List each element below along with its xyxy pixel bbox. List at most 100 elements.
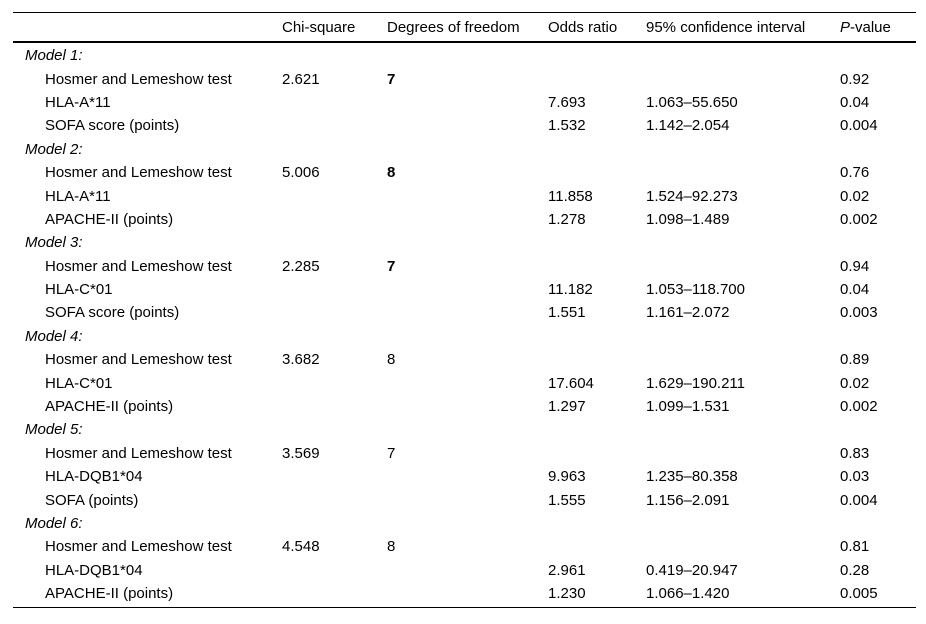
table-row: Hosmer and Lemeshow test 3.569 7 0.83 [13,442,916,465]
row-label: SOFA score (points) [45,117,180,135]
model-label: Model 3: [25,234,83,252]
odds-ratio-value: 2.961 [548,561,586,579]
row-label: APACHE-II (points) [45,210,174,228]
df-value: 7 [387,70,396,88]
row-label: APACHE-II (points) [45,398,174,416]
p-value: 0.003 [840,304,878,322]
chi-square-value: 2.621 [282,70,320,88]
ci-value: 0.419–20.947 [646,561,738,579]
ci-value: 1.156–2.091 [646,491,730,509]
ci-value: 1.066–1.420 [646,585,730,603]
model-label: Model 1: [25,47,83,65]
row-label: Hosmer and Lemeshow test [45,257,232,275]
df-value: 8 [387,538,396,556]
p-value: 0.81 [840,538,870,556]
p-value: 0.005 [840,585,878,603]
row-label: SOFA score (points) [45,304,180,322]
row-label: HLA-DQB1*04 [45,561,143,579]
p-value: 0.92 [840,70,870,88]
col-header-chi-square: Chi-square [282,18,356,36]
row-label: HLA-A*11 [45,187,111,205]
df-value: 7 [387,444,396,462]
table-row: HLA-C*01 17.604 1.629–190.211 0.02 [13,371,916,394]
p-value: 0.04 [840,93,870,111]
odds-ratio-value: 11.182 [548,281,593,299]
ci-value: 1.142–2.054 [646,117,730,135]
odds-ratio-value: 1.555 [548,491,586,509]
p-value: 0.002 [840,398,878,416]
table-row-model-heading: Model 6: [13,512,916,535]
p-value: 0.004 [840,117,878,135]
col-header-p-value: P-value [840,20,916,35]
p-value: 0.02 [840,374,870,392]
p-value: 0.03 [840,468,870,486]
odds-ratio-value: 1.551 [548,304,586,322]
ci-value: 1.099–1.531 [646,398,730,416]
table-row: SOFA score (points) 1.532 1.142–2.054 0.… [13,114,916,137]
table-row: APACHE-II (points) 1.278 1.098–1.489 0.0… [13,208,916,231]
ci-value: 1.063–55.650 [646,93,738,111]
odds-ratio-value: 11.858 [548,187,593,205]
table-row-model-heading: Model 1: [13,44,916,67]
p-value: 0.002 [840,210,878,228]
table-row: HLA-DQB1*04 2.961 0.419–20.947 0.28 [13,559,916,582]
regression-models-table: Chi-square Degrees of freedom Odds ratio… [13,12,916,609]
table-row: Hosmer and Lemeshow test 2.285 7 0.94 [13,255,916,278]
table-row: SOFA (points) 1.555 1.156–2.091 0.004 [13,488,916,511]
table-row: HLA-A*11 11.858 1.524–92.273 0.02 [13,184,916,207]
row-label: SOFA (points) [45,491,139,509]
chi-square-value: 3.569 [282,444,320,462]
table-row: APACHE-II (points) 1.297 1.099–1.531 0.0… [13,395,916,418]
df-value: 7 [387,257,396,275]
table-row: HLA-DQB1*04 9.963 1.235–80.358 0.03 [13,465,916,488]
table-row-model-heading: Model 5: [13,418,916,441]
odds-ratio-value: 1.230 [548,585,586,603]
table-row: Hosmer and Lemeshow test 2.621 7 0.92 [13,67,916,90]
col-header-confidence-interval: 95% confidence interval [646,18,806,36]
model-label: Model 4: [25,327,83,345]
ci-value: 1.161–2.072 [646,304,730,322]
row-label: HLA-DQB1*04 [45,468,143,486]
table-row-model-heading: Model 3: [13,231,916,254]
row-label: Hosmer and Lemeshow test [45,351,232,369]
p-value: 0.89 [840,351,870,369]
p-value: 0.83 [840,444,870,462]
p-value: 0.28 [840,561,870,579]
table-row: SOFA score (points) 1.551 1.161–2.072 0.… [13,301,916,324]
p-value: 0.004 [840,491,878,509]
df-value: 8 [387,351,396,369]
table-row-model-heading: Model 4: [13,325,916,348]
row-label: HLA-C*01 [45,281,113,299]
odds-ratio-value: 1.278 [548,210,586,228]
p-value: 0.02 [840,187,870,205]
table-body: Model 1: Hosmer and Lemeshow test 2.621 … [13,43,916,607]
table-row-model-heading: Model 2: [13,138,916,161]
ci-value: 1.524–92.273 [646,187,738,205]
chi-square-value: 3.682 [282,351,320,369]
ci-value: 1.098–1.489 [646,210,730,228]
row-label: HLA-A*11 [45,93,111,111]
chi-square-value: 4.548 [282,538,320,556]
p-value: 0.76 [840,164,870,182]
table-row: HLA-C*01 11.182 1.053–118.700 0.04 [13,278,916,301]
table-row: HLA-A*11 7.693 1.063–55.650 0.04 [13,91,916,114]
row-label: Hosmer and Lemeshow test [45,444,232,462]
row-label: Hosmer and Lemeshow test [45,538,232,556]
p-value-header-italic-p: P [840,18,851,36]
odds-ratio-value: 1.297 [548,398,586,416]
table-row: Hosmer and Lemeshow test 5.006 8 0.76 [13,161,916,184]
p-value-header-suffix: -value [850,18,891,36]
model-label: Model 2: [25,140,83,158]
odds-ratio-value: 1.532 [548,117,586,135]
col-header-odds-ratio: Odds ratio [548,18,618,36]
odds-ratio-value: 9.963 [548,468,586,486]
chi-square-value: 2.285 [282,257,320,275]
row-label: APACHE-II (points) [45,585,174,603]
table-row: Hosmer and Lemeshow test 4.548 8 0.81 [13,535,916,558]
ci-value: 1.235–80.358 [646,468,738,486]
row-label: HLA-C*01 [45,374,113,392]
ci-value: 1.053–118.700 [646,281,745,299]
col-header-degrees-of-freedom: Degrees of freedom [387,18,520,36]
p-value: 0.94 [840,257,870,275]
row-label: Hosmer and Lemeshow test [45,70,232,88]
